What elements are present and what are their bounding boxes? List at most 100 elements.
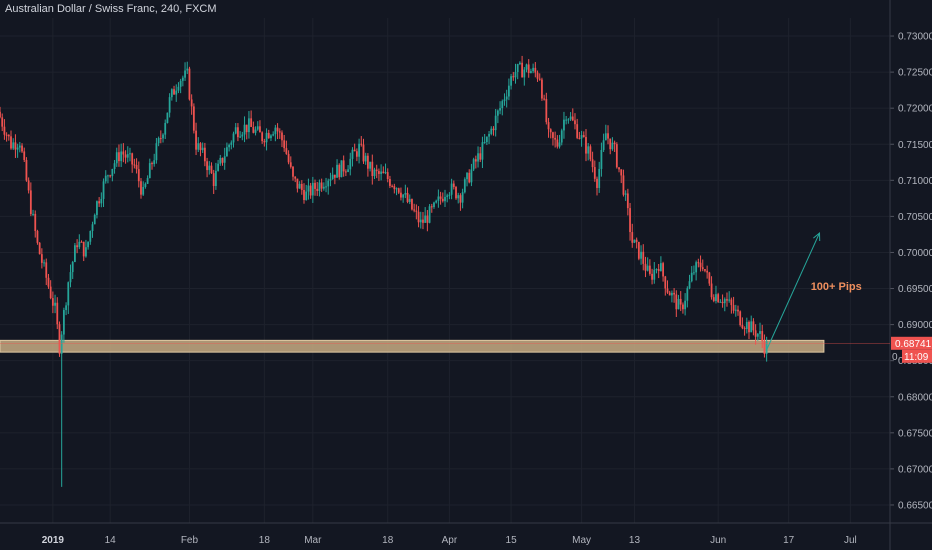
candle-body <box>252 126 255 133</box>
candle-body <box>545 99 548 123</box>
candle-body <box>76 245 79 248</box>
candle-body <box>501 101 504 109</box>
candle-body <box>276 127 279 132</box>
candle-body <box>91 224 94 232</box>
candle-body <box>133 164 136 166</box>
candle-body <box>419 219 422 223</box>
candle-body <box>336 164 338 178</box>
candle-body <box>426 215 429 223</box>
candle-body <box>120 151 123 162</box>
candle-body <box>104 175 107 182</box>
candle-body <box>371 161 374 177</box>
candle-body <box>494 115 497 131</box>
candle-body <box>470 169 473 183</box>
candle-body <box>490 128 493 134</box>
candle-body <box>71 261 74 273</box>
candle-body <box>62 310 65 335</box>
candle-body <box>574 120 576 125</box>
candle-body <box>413 209 416 211</box>
x-tick-label: 18 <box>259 535 271 546</box>
candle-body <box>228 144 231 148</box>
candle-body <box>732 305 735 311</box>
candle-body <box>0 111 1 118</box>
candle-body <box>16 147 19 150</box>
candle-body <box>362 144 365 162</box>
candle-body <box>303 189 305 201</box>
candle-body <box>333 174 336 178</box>
candle-body <box>455 186 457 199</box>
candle-body <box>157 138 160 144</box>
candle-body <box>338 164 341 178</box>
candle-body <box>679 298 682 305</box>
candle-body <box>239 136 242 138</box>
last-price-value: 0.68741 <box>895 339 932 350</box>
candle-body <box>552 132 554 138</box>
candle-body <box>82 241 85 257</box>
candle-body <box>159 138 162 140</box>
candle-body <box>611 142 614 150</box>
candle-body <box>109 175 112 177</box>
candle-body <box>629 208 631 233</box>
candle-body <box>25 159 28 181</box>
candle-body <box>307 185 310 192</box>
support-zone[interactable] <box>0 339 825 353</box>
candle-body <box>58 324 61 354</box>
x-tick-label: 15 <box>506 535 518 546</box>
candle-body <box>54 302 56 306</box>
candle-body <box>113 163 116 170</box>
candle-body <box>635 239 638 242</box>
x-tick-label: Apr <box>442 535 458 546</box>
candle-body <box>265 132 268 143</box>
candle-body <box>380 171 383 174</box>
candle-body <box>221 157 224 163</box>
candle-body <box>406 192 409 202</box>
x-tick-label: 13 <box>629 535 641 546</box>
candle-body <box>585 137 587 154</box>
candle-body <box>118 152 120 162</box>
candle-body <box>45 262 48 278</box>
candle-body <box>135 165 138 170</box>
candle-body <box>373 169 376 177</box>
x-tick-label: Mar <box>304 535 322 546</box>
projection-arrow[interactable] <box>766 232 820 351</box>
candle-body <box>122 151 125 155</box>
candle-body <box>690 272 693 282</box>
candle-body <box>514 71 517 78</box>
candle-body <box>739 311 742 326</box>
candle-body <box>38 242 41 255</box>
y-tick-label: 0.72000 <box>898 104 932 115</box>
candle-body <box>318 182 321 191</box>
candle-body <box>587 146 590 154</box>
candle-body <box>226 147 228 157</box>
candle-body <box>626 193 629 209</box>
candle-body <box>697 262 700 264</box>
candle-body <box>505 96 508 100</box>
candle-body <box>734 309 737 311</box>
candle-body <box>710 283 713 298</box>
candle-body <box>144 183 147 187</box>
candle-body <box>14 142 17 150</box>
candle-body <box>519 62 521 65</box>
candle-body <box>199 143 202 151</box>
candle-body <box>386 172 389 180</box>
candle-body <box>569 116 572 120</box>
candle-body <box>642 251 645 264</box>
candle-body <box>360 143 363 145</box>
candle-body <box>402 194 405 198</box>
candle-body <box>214 170 217 187</box>
candle-body <box>85 247 87 257</box>
candle-body <box>415 210 418 212</box>
candle-body <box>752 321 755 331</box>
candle-body <box>60 334 63 354</box>
candle-body <box>618 167 620 170</box>
candle-body <box>342 160 345 172</box>
candle-body <box>115 152 118 164</box>
candle-body <box>452 183 455 187</box>
candle-body <box>32 213 34 215</box>
candle-body <box>712 297 715 301</box>
candle-body <box>151 163 153 165</box>
candle-body <box>294 176 297 179</box>
x-tick-label: Jul <box>844 535 857 546</box>
x-tick-label: Feb <box>181 535 199 546</box>
